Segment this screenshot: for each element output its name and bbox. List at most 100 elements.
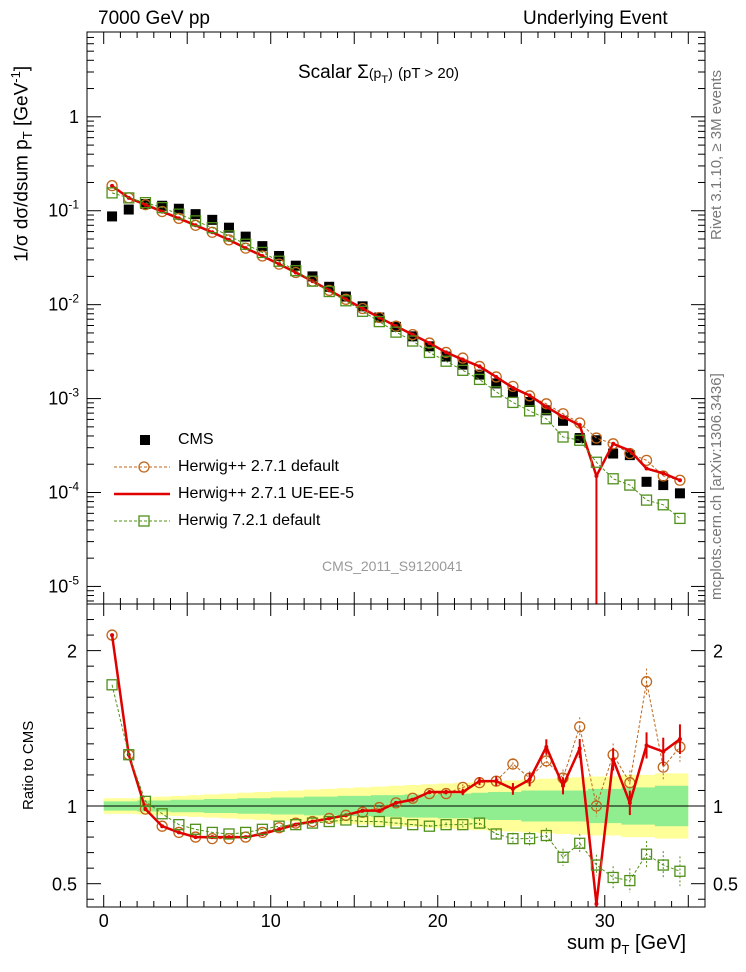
herwig-2-7-1-ue-ee-5-point: [110, 183, 115, 188]
cms-point: [491, 378, 502, 389]
herwig-2-7-1-ue-ee-5-point: [527, 393, 532, 398]
analysis-watermark: CMS_2011_S9120041: [322, 558, 463, 574]
herwig-7-2-1-default-point: [624, 479, 636, 491]
lower-frame: [86, 603, 706, 908]
legend-label-cms: CMS: [178, 431, 214, 448]
herwig-2-7-1-ue-ee-5-ratio-point: [110, 633, 115, 638]
cms-point: [107, 211, 118, 222]
upper-y-label: 1/σ dσ/dsum pT [GeV-1]: [8, 66, 35, 262]
legend-item-herwig7-default: Herwig 7.2.1 default: [112, 511, 372, 531]
herwig-2-7-1-default-ratio-point: [206, 832, 218, 845]
herwig-2-7-1-ue-ee-5-ratio-point: [527, 777, 532, 782]
herwig-2-7-1-ue-ee-5-ratio-point: [561, 783, 566, 788]
herwig-2-7-1-ue-ee-5-point: [677, 478, 682, 483]
legend-label-herwigpp-default: Herwig++ 2.7.1 default: [178, 458, 339, 475]
legend-item-herwigpp-ueee5: Herwig++ 2.7.1 UE-EE-5: [112, 484, 372, 504]
cms-point: [223, 222, 234, 233]
herwig-7-2-1-default-ratio-point: [273, 820, 285, 832]
herwig-7-2-1-default-point: [306, 275, 319, 287]
herwig-7-2-1-default-point: [256, 246, 269, 259]
herwig-7-2-1-default-point: [123, 192, 135, 204]
herwig-2-7-1-ue-ee-5-ratio-point: [394, 800, 398, 805]
upper-series: [106, 179, 686, 604]
herwig-7-2-1-default-ratio-point: [440, 818, 452, 831]
legend-marker-cms: [140, 435, 150, 445]
herwig-2-7-1-ue-ee-5-ratio-point: [444, 790, 449, 795]
herwig-2-7-1-ue-ee-5-point: [477, 364, 482, 369]
herwig-7-2-1-default-ratio-point: [156, 808, 168, 820]
herwig-2-7-1-ue-ee-5-ratio-point: [176, 830, 181, 835]
herwig-2-7-1-ue-ee-5-point: [360, 306, 365, 311]
legend-marker-herwigpp-ueee5: [114, 492, 170, 496]
herwig-7-2-1-default-ratio-point: [624, 874, 636, 887]
header-right: Underlying Event: [523, 8, 668, 29]
herwig-7-2-1-default-ratio-point: [507, 832, 519, 845]
upper-y-sup: -1: [8, 71, 23, 83]
herwig-7-2-1-default-ratio-point: [223, 828, 235, 840]
herwig-7-2-1-default-ratio-point: [640, 848, 653, 860]
herwig-7-2-1-default-point: [290, 265, 302, 277]
herwig-2-7-1-ue-ee-5-ratio-point: [277, 827, 282, 832]
herwig-7-2-1-default-point: [173, 208, 185, 220]
herwig-2-7-1-ue-ee-5-ratio-point: [494, 779, 499, 784]
cms-point: [608, 448, 619, 459]
herwig-2-7-1-ue-ee-5-point: [577, 423, 582, 428]
cms-point: [340, 291, 351, 302]
herwig-2-7-1-ue-ee-5-ratio-point: [661, 749, 666, 754]
cms-point: [123, 204, 134, 215]
herwig-2-7-1-default-point: [507, 380, 519, 392]
herwig-2-7-1-ue-ee-5-ratio-point: [160, 824, 165, 829]
herwig-7-2-1-default-ratio-point: [457, 818, 469, 831]
legend-item-cms: CMS: [112, 430, 372, 450]
herwig-7-2-1-default-ratio-point: [290, 818, 302, 831]
legend-item-herwigpp-default: Herwig++ 2.7.1 default: [112, 457, 372, 477]
herwig-2-7-1-ue-ee-5-ratio-point: [226, 835, 231, 840]
herwig-7-2-1-default-point: [323, 285, 335, 298]
herwig-2-7-1-default-point: [473, 360, 486, 373]
herwig-7-2-1-default-point: [189, 215, 202, 227]
herwig-2-7-1-ue-ee-5-point: [427, 341, 432, 346]
y-tick-label: 1: [69, 107, 79, 127]
herwig-7-2-1-default-ratio-point: [540, 829, 552, 842]
x-tick-label: 30: [595, 911, 615, 931]
herwig-2-7-1-ue-ee-5-point: [143, 202, 148, 207]
herwig-7-2-1-default-point: [440, 355, 452, 367]
upper-y-text: 1/σ dσ/dsum p: [11, 139, 33, 262]
herwig-2-7-1-ue-ee-5-ratio-point: [677, 737, 682, 742]
herwig-7-2-1-default-ratio-point: [574, 837, 586, 849]
cms-point: [541, 405, 552, 416]
herwig-7-2-1-default-ratio-point: [340, 814, 352, 826]
herwig-7-2-1-default-point: [473, 373, 486, 386]
axes-layer: 0 10 20 30 10-5 10-4 10-3 10-2 10-1 1 0.5 0.5 1 1 2 2: [48, 31, 738, 931]
lower-panel-bands: [87, 773, 705, 839]
ratio-y-tick-label-right: 2: [713, 642, 723, 662]
title-sigma: Σ: [357, 62, 369, 83]
herwig-7-2-1-default-point: [607, 473, 619, 485]
herwig-7-2-1-default-ratio-point: [189, 823, 202, 835]
series-layer: [106, 179, 686, 907]
herwig-7-2-1-default-point: [390, 326, 402, 338]
ratio-y-tick-label-right: 1: [713, 797, 723, 817]
cms-point: [624, 450, 635, 461]
herwig-2-7-1-ue-ee-5-ratio-point: [377, 808, 382, 813]
title-paren-close: ): [388, 65, 393, 81]
herwig-7-2-1-default-point: [657, 499, 669, 511]
herwig-2-7-1-ue-ee-5-ratio-point: [611, 757, 616, 762]
herwig-7-2-1-default-ratio-point: [256, 823, 269, 835]
herwig-2-7-1-default-point: [674, 474, 686, 486]
lower-series: [106, 629, 686, 907]
herwig-2-7-1-default-point: [390, 320, 402, 332]
herwig-7-2-1-default-ratio-point: [590, 859, 603, 871]
x-axis-label: sum pT [GeV]: [567, 932, 686, 957]
cms-point: [524, 396, 535, 407]
legend-label-herwig7-default: Herwig 7.2.1 default: [178, 512, 321, 529]
herwig-2-7-1-ue-ee-5-ratio-point: [510, 786, 515, 791]
herwig-2-7-1-ue-ee-5-point: [277, 262, 282, 267]
herwig-2-7-1-ue-ee-5-point: [644, 466, 649, 471]
herwig-2-7-1-ue-ee-5-point: [611, 441, 616, 446]
herwig-2-7-1-ue-ee-5-ratio-point: [410, 797, 415, 802]
y-tick-label: 10-5: [48, 573, 79, 596]
herwig-7-2-1-default-ratio-point: [206, 826, 218, 839]
herwig-2-7-1-default-ratio-point: [173, 826, 185, 839]
herwig-2-7-1-ue-ee-5-ratio-point: [193, 835, 198, 840]
